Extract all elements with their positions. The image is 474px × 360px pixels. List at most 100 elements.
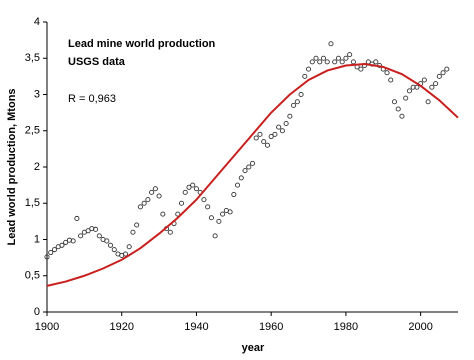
data-point: [137, 204, 143, 210]
data-point: [298, 91, 304, 98]
data-point: [358, 66, 364, 72]
data-point: [156, 193, 162, 199]
data-point: [93, 226, 99, 232]
data-point: [320, 55, 327, 61]
data-point: [205, 204, 211, 210]
data-point: [182, 189, 188, 195]
x-tick-label: 1960: [259, 321, 283, 333]
data-point: [335, 55, 341, 61]
x-tick-label: 2000: [408, 321, 432, 333]
data-point: [403, 95, 409, 101]
data-point: [48, 249, 54, 256]
data-point: [440, 70, 446, 76]
data-point: [294, 99, 300, 105]
data-point: [126, 244, 132, 250]
data-point: [287, 113, 293, 119]
data-point: [350, 59, 356, 65]
y-tick-label: 0: [34, 306, 40, 318]
data-point: [302, 73, 308, 79]
data-point: [388, 77, 394, 83]
data-point: [339, 59, 345, 65]
data-point: [44, 254, 50, 260]
data-point: [208, 215, 214, 221]
data-point: [268, 133, 274, 140]
x-tick-label: 1920: [109, 321, 133, 333]
data-point: [406, 88, 412, 94]
data-point: [324, 59, 330, 65]
y-axis-label: Lead world production, Mtons: [6, 88, 18, 245]
data-point: [384, 70, 390, 76]
data-point: [276, 124, 282, 130]
data-point: [444, 66, 450, 72]
data-point: [261, 139, 267, 145]
data-point: [283, 120, 289, 127]
data-point: [391, 99, 398, 105]
data-point: [429, 84, 435, 90]
data-point: [70, 238, 76, 244]
data-point: [78, 233, 84, 239]
data-point: [216, 218, 222, 224]
y-tick-label: 1,5: [25, 197, 40, 209]
data-point: [249, 160, 256, 166]
data-point: [145, 197, 151, 203]
data-point: [193, 186, 200, 192]
y-tick-label: 1: [34, 233, 40, 245]
data-point: [317, 59, 323, 65]
data-point: [59, 242, 65, 248]
y-tick-label: 2: [34, 161, 40, 173]
y-tick-label: 0,5: [25, 270, 40, 282]
annotation: Lead mine world production: [68, 38, 216, 50]
data-point: [309, 59, 315, 65]
x-axis-label: year: [242, 342, 265, 354]
data-point: [74, 215, 80, 222]
y-tick-label: 3,5: [25, 52, 40, 64]
data-point: [373, 59, 379, 65]
data-point: [425, 99, 431, 105]
data-point: [149, 189, 155, 195]
data-point: [395, 106, 401, 112]
data-point: [175, 211, 181, 217]
data-point: [410, 84, 416, 90]
x-tick-label: 1900: [35, 321, 59, 333]
data-point: [104, 238, 110, 244]
data-point: [152, 186, 158, 192]
data-point: [436, 73, 442, 79]
data-point: [253, 135, 259, 141]
data-point: [51, 247, 58, 253]
data-point: [186, 184, 192, 190]
data-point: [257, 131, 263, 137]
data-point: [291, 102, 297, 108]
data-point: [190, 182, 196, 188]
data-point: [231, 191, 237, 198]
data-point: [242, 168, 248, 174]
fit-curve: [46, 63, 459, 287]
data-point: [328, 41, 334, 47]
y-tick-label: 3: [34, 88, 40, 100]
data-point: [85, 228, 91, 234]
data-point: [63, 239, 69, 245]
data-point: [107, 242, 114, 248]
data-point: [399, 113, 405, 119]
data-point: [227, 209, 233, 215]
data-point: [141, 200, 147, 206]
data-point: [220, 211, 226, 217]
y-tick-label: 4: [34, 16, 40, 28]
data-point: [343, 55, 349, 61]
data-point: [235, 182, 241, 188]
data-point: [212, 233, 218, 239]
y-tick-label: 2,5: [25, 125, 40, 137]
data-point: [134, 222, 140, 228]
data-point: [130, 229, 136, 235]
annotation: USGS data: [68, 56, 126, 68]
data-point: [332, 59, 338, 65]
data-point: [272, 131, 278, 137]
data-point: [246, 164, 252, 170]
x-tick-label: 1980: [334, 321, 358, 333]
data-point: [111, 247, 117, 253]
data-point: [433, 81, 439, 87]
data-point: [178, 200, 185, 206]
data-point: [347, 52, 353, 58]
data-point: [313, 55, 319, 61]
data-point: [305, 66, 312, 72]
